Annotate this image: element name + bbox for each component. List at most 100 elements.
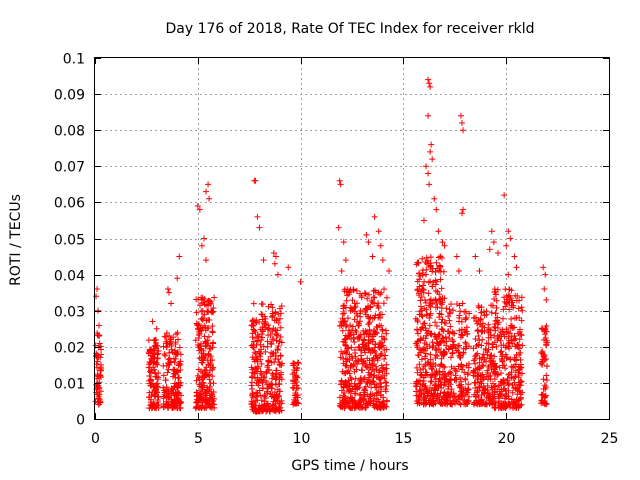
data-point (194, 321, 201, 328)
data-point (277, 334, 284, 341)
data-point (440, 382, 447, 389)
data-point (276, 361, 283, 368)
data-point (491, 353, 498, 360)
data-point (196, 347, 203, 354)
data-point (276, 371, 283, 378)
data-point (508, 363, 515, 370)
data-point (356, 344, 363, 351)
data-point (342, 393, 349, 400)
data-point (483, 358, 490, 365)
data-point (205, 361, 212, 368)
data-point (491, 323, 498, 330)
data-point (344, 315, 351, 322)
data-point (199, 294, 206, 301)
data-point (449, 350, 456, 357)
data-point (167, 358, 174, 365)
data-point (95, 401, 102, 408)
data-point (196, 381, 203, 388)
data-point (365, 333, 372, 340)
data-point (365, 339, 372, 346)
data-point (514, 341, 521, 348)
data-point (297, 278, 304, 285)
data-point (487, 372, 494, 379)
data-point (146, 361, 153, 368)
data-point (420, 282, 427, 289)
data-point (273, 381, 280, 388)
data-point (258, 360, 265, 367)
data-point (211, 294, 218, 301)
data-point (507, 295, 514, 302)
data-point (357, 307, 364, 314)
data-point (369, 362, 376, 369)
data-point (417, 303, 424, 310)
data-point (146, 380, 153, 387)
data-point (193, 296, 200, 303)
data-point (351, 380, 358, 387)
data-point (477, 378, 484, 385)
data-point (195, 326, 202, 333)
data-point (170, 373, 177, 380)
data-point (272, 370, 279, 377)
data-point (161, 387, 168, 394)
data-point (543, 296, 550, 303)
data-point (145, 394, 152, 401)
data-point (422, 299, 429, 306)
data-point (492, 310, 499, 317)
data-point (472, 400, 479, 407)
data-point (274, 346, 281, 353)
data-point (449, 336, 456, 343)
data-point (154, 398, 161, 405)
data-point (500, 386, 507, 393)
data-point (340, 392, 347, 399)
data-point (193, 309, 200, 316)
data-point (483, 311, 490, 318)
data-point (199, 315, 206, 322)
data-point (201, 373, 208, 380)
data-point (256, 224, 263, 231)
data-point (165, 404, 172, 411)
data-point (254, 213, 261, 220)
data-point (441, 349, 448, 356)
data-point (373, 323, 380, 330)
data-point (453, 368, 460, 375)
data-point (485, 321, 492, 328)
data-point (361, 336, 368, 343)
data-point (436, 314, 443, 321)
data-point (202, 324, 209, 331)
data-point (270, 350, 277, 357)
data-point (289, 371, 296, 378)
data-point (500, 331, 507, 338)
data-point (381, 286, 388, 293)
data-point (262, 377, 269, 384)
data-point (265, 303, 272, 310)
data-point (484, 382, 491, 389)
data-point (209, 365, 216, 372)
data-point (350, 398, 357, 405)
data-point (471, 379, 478, 386)
data-point (519, 370, 526, 377)
data-point (516, 366, 523, 373)
data-point (294, 359, 301, 366)
data-point (278, 339, 285, 346)
data-point (203, 397, 210, 404)
data-point (343, 362, 350, 369)
data-point (474, 388, 481, 395)
data-point (460, 127, 467, 134)
y-tick-label: 0.07 (54, 160, 85, 176)
axis-ticks (95, 58, 610, 420)
data-point (152, 342, 159, 349)
data-point (273, 394, 280, 401)
data-point (509, 340, 516, 347)
data-point (429, 268, 436, 275)
y-tick-label: 0.1 (63, 52, 85, 68)
data-point (428, 141, 435, 148)
data-point (352, 375, 359, 382)
data-point (470, 315, 477, 322)
data-point (371, 213, 378, 220)
data-point (204, 337, 211, 344)
data-point (365, 374, 372, 381)
data-point (258, 300, 265, 307)
data-point (538, 391, 545, 398)
data-point (417, 372, 424, 379)
data-point (349, 297, 356, 304)
